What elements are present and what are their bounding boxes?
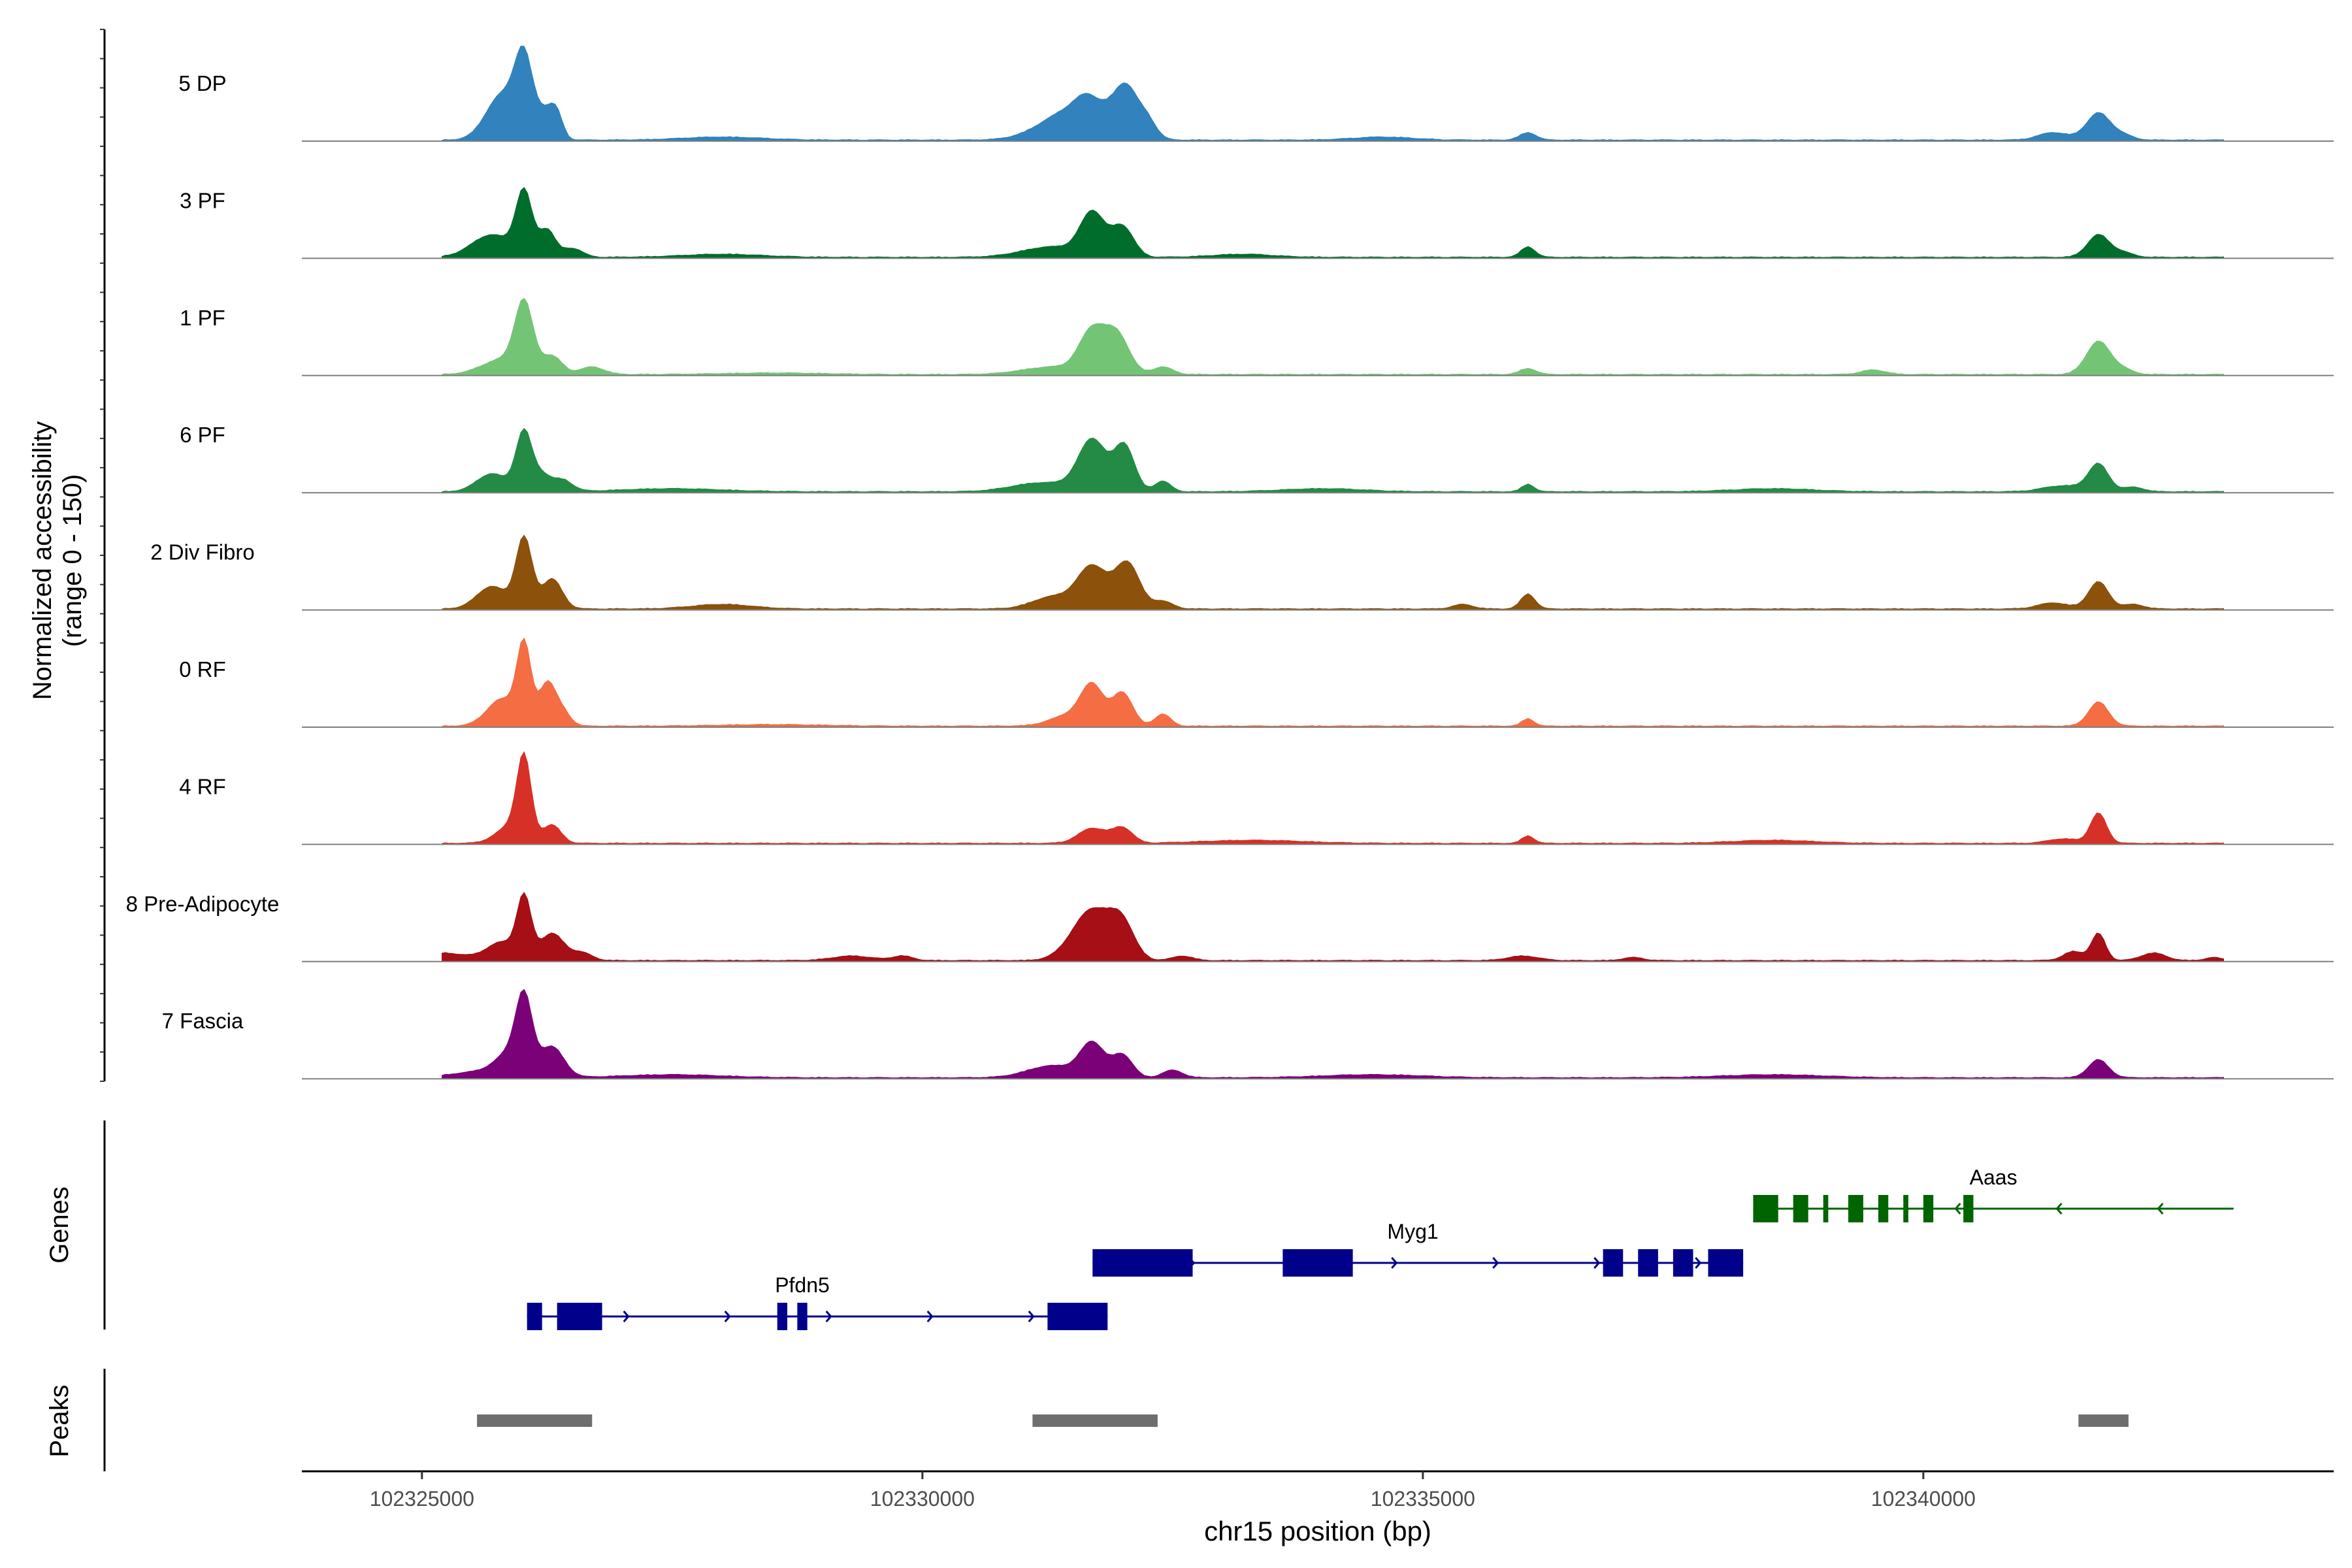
track-label: 2 Div Fibro: [150, 540, 255, 564]
gene-name-label: Pfdn5: [775, 1273, 830, 1297]
coverage-area: [442, 427, 2224, 493]
coverage-track: 5 DP: [178, 45, 2334, 142]
track-label: 0 RF: [179, 657, 226, 681]
gene-track: Pfdn5 Myg1 Aaas: [527, 1166, 2234, 1330]
track-label: 5 DP: [178, 71, 226, 95]
track-label: 1 PF: [180, 306, 225, 330]
track-label: 3 PF: [180, 188, 225, 212]
x-tick-label: 102330000: [870, 1487, 975, 1511]
peak-track: [477, 1414, 2129, 1427]
exon: [1823, 1195, 1829, 1222]
strand-arrow: [1391, 1257, 1398, 1269]
track-label: 6 PF: [180, 423, 225, 447]
exon: [1708, 1249, 1744, 1277]
strand-arrow: [1954, 1203, 1961, 1215]
coverage-track: 6 PF: [180, 423, 2334, 494]
strand-arrow: [724, 1311, 731, 1322]
left-axes: [100, 29, 106, 1471]
coverage-track: 8 Pre-Adipocyte: [126, 892, 2334, 962]
exon: [527, 1303, 542, 1330]
gene-model: Myg1: [1092, 1220, 1744, 1277]
coverage-track: 1 PF: [180, 297, 2334, 376]
track-label: 7 Fascia: [162, 1009, 244, 1033]
coverage-track: 7 Fascia: [162, 988, 2334, 1080]
exon: [1793, 1195, 1808, 1222]
strand-arrow: [926, 1311, 934, 1322]
strand-arrow: [2055, 1203, 2063, 1215]
coverage-tracks: 5 DP 3 PF 1 PF 6 PF 2 Div Fibro 0 RF 4 RF 8 Pre…: [126, 45, 2334, 1080]
coverage-area: [442, 534, 2224, 611]
peak-region: [1032, 1414, 1158, 1427]
exon: [1753, 1195, 1778, 1222]
exon: [1963, 1195, 1974, 1222]
coverage-area: [442, 637, 2224, 728]
x-axis-title: chr15 position (bp): [1204, 1516, 1431, 1546]
x-tick-label: 102340000: [1871, 1487, 1976, 1511]
strand-arrow: [1028, 1311, 1035, 1322]
strand-arrow: [1593, 1257, 1601, 1269]
x-tick-label: 102325000: [370, 1487, 474, 1511]
exon: [1047, 1303, 1108, 1330]
exon: [1923, 1195, 1934, 1222]
exon: [1282, 1249, 1353, 1277]
strand-arrow: [825, 1311, 832, 1322]
track-label: 8 Pre-Adipocyte: [126, 892, 280, 916]
exon: [557, 1303, 602, 1330]
strand-arrow: [2157, 1203, 2164, 1215]
y-axis-label-line1: Normalized accessibility: [28, 421, 57, 700]
strand-arrow: [1492, 1257, 1499, 1269]
exon: [1878, 1195, 1889, 1222]
y-axis-label-line2: (range 0 - 150): [58, 474, 87, 647]
gene-model: Aaas: [1753, 1166, 2234, 1222]
strand-arrow: [623, 1311, 630, 1322]
gene-name-label: Aaas: [1970, 1166, 2017, 1189]
exon: [1673, 1249, 1693, 1277]
exon: [1848, 1195, 1863, 1222]
coverage-area: [442, 45, 2224, 142]
track-label: 4 RF: [179, 774, 226, 798]
exon: [1603, 1249, 1624, 1277]
coverage-track: 3 PF: [180, 187, 2334, 259]
coverage-area: [442, 751, 2224, 845]
peaks-axis-label: Peaks: [45, 1384, 74, 1457]
exon: [1092, 1249, 1193, 1277]
peak-region: [2078, 1414, 2129, 1427]
genes-axis-label: Genes: [45, 1186, 74, 1264]
exon: [777, 1303, 788, 1330]
coverage-area: [442, 891, 2224, 962]
x-axis: 102325000 102330000 102335000 102340000: [302, 1470, 2334, 1511]
coverage-area: [442, 988, 2224, 1079]
strand-arrow: [1695, 1257, 1702, 1269]
x-tick-label: 102335000: [1371, 1487, 1475, 1511]
coverage-track: 4 RF: [179, 751, 2334, 845]
exon: [797, 1303, 808, 1330]
gene-name-label: Myg1: [1387, 1220, 1438, 1243]
coverage-area: [442, 187, 2224, 259]
peak-region: [477, 1414, 593, 1427]
coverage-area: [442, 297, 2224, 376]
coverage-track: 2 Div Fibro: [150, 534, 2334, 611]
coverage-track: 0 RF: [179, 637, 2334, 728]
gene-model: Pfdn5: [527, 1273, 1108, 1330]
exon: [1903, 1195, 1908, 1222]
exon: [1638, 1249, 1658, 1277]
